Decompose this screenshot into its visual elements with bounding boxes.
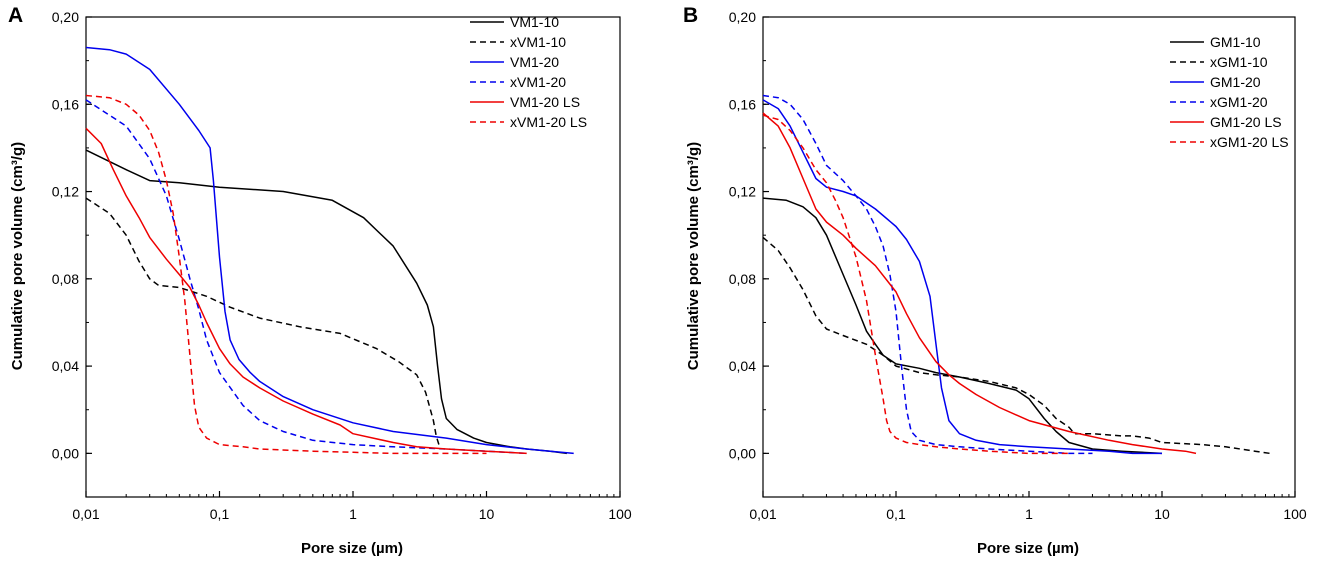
panel-a-y-tick-label: 0,16 <box>52 96 79 112</box>
panel-b-legend-label: GM1-20 LS <box>1210 114 1282 130</box>
panel-a-x-axis-title: Pore size (µm) <box>301 540 403 557</box>
panel-a-x-tick-label: 10 <box>479 506 495 522</box>
panel-b-y-tick-label: 0,00 <box>729 445 756 461</box>
panel-b-legend-label: GM1-10 <box>1210 34 1261 50</box>
panel-b-y-tick-label: 0,20 <box>729 9 756 25</box>
panel-a-legend-label: VM1-20 <box>510 54 559 70</box>
panel-a-legend-label: xVM1-20 <box>510 74 566 90</box>
panel-a-x-tick-label: 0,1 <box>210 506 230 522</box>
panel-b-x-tick-label: 10 <box>1154 506 1170 522</box>
panel-b-series-xgm1-10 <box>762 236 1271 455</box>
panel-b-legend-label: xGM1-20 LS <box>1210 134 1289 150</box>
panel-a-letter: A <box>8 4 23 27</box>
panel-b-series-xgm1-20-ls <box>762 114 1069 455</box>
panel-a-legend-label: VM1-20 LS <box>510 94 580 110</box>
panel-b-series-gm1-10 <box>762 197 1163 455</box>
panel-b-chart: B Pore size (µm) Cumulative pore volume … <box>683 4 1307 557</box>
panel-b-series-xgm1-20 <box>762 94 1093 455</box>
panel-a-x-tick-label: 100 <box>608 506 632 522</box>
panel-b-y-tick-label: 0,12 <box>729 184 756 200</box>
panel-a-series-vm1-20-ls <box>85 127 527 455</box>
panel-b-x-axis-title: Pore size (µm) <box>977 540 1079 557</box>
panel-b-legend-label: GM1-20 <box>1210 74 1261 90</box>
panel-b-y-tick-label: 0,04 <box>729 358 756 374</box>
panel-a-legend-label: VM1-10 <box>510 14 559 30</box>
panel-b-y-tick-label: 0,16 <box>729 96 756 112</box>
panel-b-letter: B <box>683 4 698 27</box>
panel-a-y-tick-label: 0,08 <box>52 271 79 287</box>
panel-a-series-vm1-10 <box>85 149 567 455</box>
panel-a-y-tick-label: 0,04 <box>52 358 79 374</box>
panel-b-legend-label: xGM1-10 <box>1210 54 1268 70</box>
panel-b-x-tick-label: 0,1 <box>886 506 906 522</box>
panel-b-x-tick-label: 0,01 <box>749 506 776 522</box>
panel-a-series-xvm1-20 <box>85 99 527 455</box>
panel-a-y-axis-title: Cumulative pore volume (cm³/g) <box>9 142 26 370</box>
panel-b-legend-label: xGM1-20 <box>1210 94 1268 110</box>
panel-a-y-tick-label: 0,12 <box>52 184 79 200</box>
panel-a-series-xvm1-10 <box>85 197 440 445</box>
panel-a-legend-label: xVM1-20 LS <box>510 114 587 130</box>
panel-b-y-tick-label: 0,08 <box>729 271 756 287</box>
panel-a-y-tick-label: 0,00 <box>52 445 79 461</box>
panel-b-x-tick-label: 1 <box>1025 506 1033 522</box>
panel-a-x-tick-label: 0,01 <box>72 506 99 522</box>
panel-a-chart: A Pore size (µm) Cumulative pore volume … <box>8 4 632 557</box>
panel-b-series-gm1-20-ls <box>762 112 1197 455</box>
panel-a-series-vm1-20 <box>85 46 574 455</box>
panel-b-y-axis-title: Cumulative pore volume (cm³/g) <box>685 142 702 370</box>
panel-b-x-tick-label: 100 <box>1283 506 1307 522</box>
panel-a-x-tick-label: 1 <box>349 506 357 522</box>
panel-a-y-tick-label: 0,20 <box>52 9 79 25</box>
panel-a-series-xvm1-20-ls <box>85 94 487 455</box>
panel-a-legend-label: xVM1-10 <box>510 34 566 50</box>
panel-b-series-gm1-20 <box>762 99 1162 455</box>
